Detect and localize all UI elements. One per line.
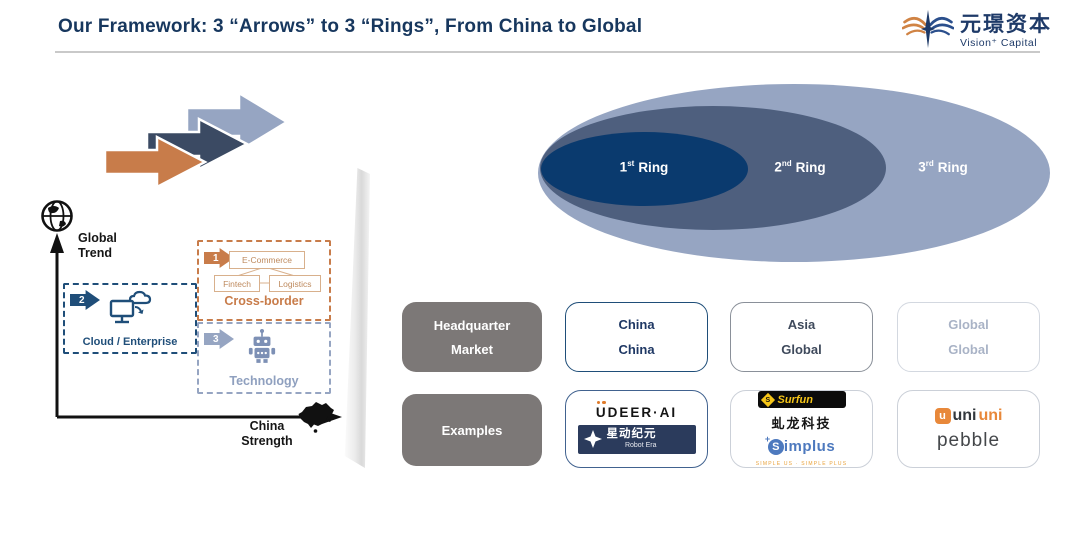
logo-chinese-name: 元璟资本 <box>960 12 1052 36</box>
badge-1-arrow: 1 <box>204 248 234 268</box>
pebble-logo: pebble <box>936 429 1001 451</box>
ring-1-ellipse <box>541 132 748 206</box>
uniuni-logo: u uni uni <box>934 407 1003 425</box>
examples-ring2-cell: S Surfun 虬龙科技 + S implus SIMPLE US · SIM… <box>730 390 873 468</box>
cell-ring1-markets: China China <box>565 302 708 372</box>
x-axis-label: China Strength <box>241 419 293 448</box>
qiulong-tech-label: 虬龙科技 <box>771 416 832 431</box>
globe-icon <box>41 200 73 232</box>
ring-3-label: 3rd Ring <box>918 159 968 175</box>
logistics-node: Logistics <box>269 275 321 292</box>
arrow-orange <box>103 134 208 190</box>
strength-trend-chart <box>28 195 348 465</box>
ring-1-label: 1st Ring <box>619 159 669 175</box>
row-header-headquarter-market: Headquarter Market <box>402 302 542 372</box>
udeer-antler-icon <box>596 400 607 405</box>
surfun-diamond-icon: S <box>760 392 775 407</box>
y-axis-label: Global Trend <box>78 231 117 260</box>
badge-2-arrow: 2 <box>70 290 100 310</box>
surfun-logo: S Surfun <box>757 391 846 408</box>
cell-ring3-markets: Global Global <box>897 302 1040 372</box>
cloud-enterprise-label: Cloud / Enterprise <box>82 336 178 348</box>
y-axis-arrowhead <box>50 233 64 253</box>
logo-english-name: Vision⁺ Capital <box>960 37 1038 50</box>
simplus-logo: + S implus <box>764 433 836 456</box>
page-title: Our Framework: 3 “Arrows” to 3 “Rings”, … <box>58 16 643 37</box>
technology-box: 3 Technology <box>197 322 331 394</box>
cloud-enterprise-icon <box>107 290 153 331</box>
row-header-examples: Examples <box>402 394 542 466</box>
cross-border-box: 1 E-Commerce Fintech Logistics Cross-bor… <box>197 240 331 321</box>
cross-border-label: Cross-border <box>224 294 304 308</box>
simplus-s-icon: + S <box>765 434 784 455</box>
ring-2-label: 2nd Ring <box>774 159 826 175</box>
examples-ring1-cell: UDEER·AI 星动纪元 Robot Era <box>565 390 708 468</box>
company-logo: 元璟资本 Vision⁺ Capital <box>901 8 1052 55</box>
technology-label: Technology <box>229 374 299 388</box>
wings-logo-icon <box>901 8 955 55</box>
ecommerce-node: E-Commerce <box>229 251 305 269</box>
china-map-icon <box>298 402 334 433</box>
uniuni-u-icon: u <box>934 407 951 424</box>
udeer-ai-logo: UDEER·AI <box>596 400 677 420</box>
three-arrows-graphic <box>90 85 390 210</box>
examples-ring3-cell: u uni uni pebble <box>897 390 1040 468</box>
fintech-node: Fintech <box>214 275 260 292</box>
cloud-enterprise-box: 2 Cloud / Enterprise <box>63 283 197 354</box>
robot-era-star-icon <box>583 430 602 448</box>
badge-3-arrow: 3 <box>204 329 234 349</box>
robot-era-logo: 星动纪元 Robot Era <box>577 424 696 454</box>
robot-icon <box>247 328 277 369</box>
title-divider <box>55 51 1040 53</box>
simplus-caption: SIMPLE US · SIMPLE PLUS <box>755 461 848 467</box>
cell-ring2-markets: Asia Global <box>730 302 873 372</box>
